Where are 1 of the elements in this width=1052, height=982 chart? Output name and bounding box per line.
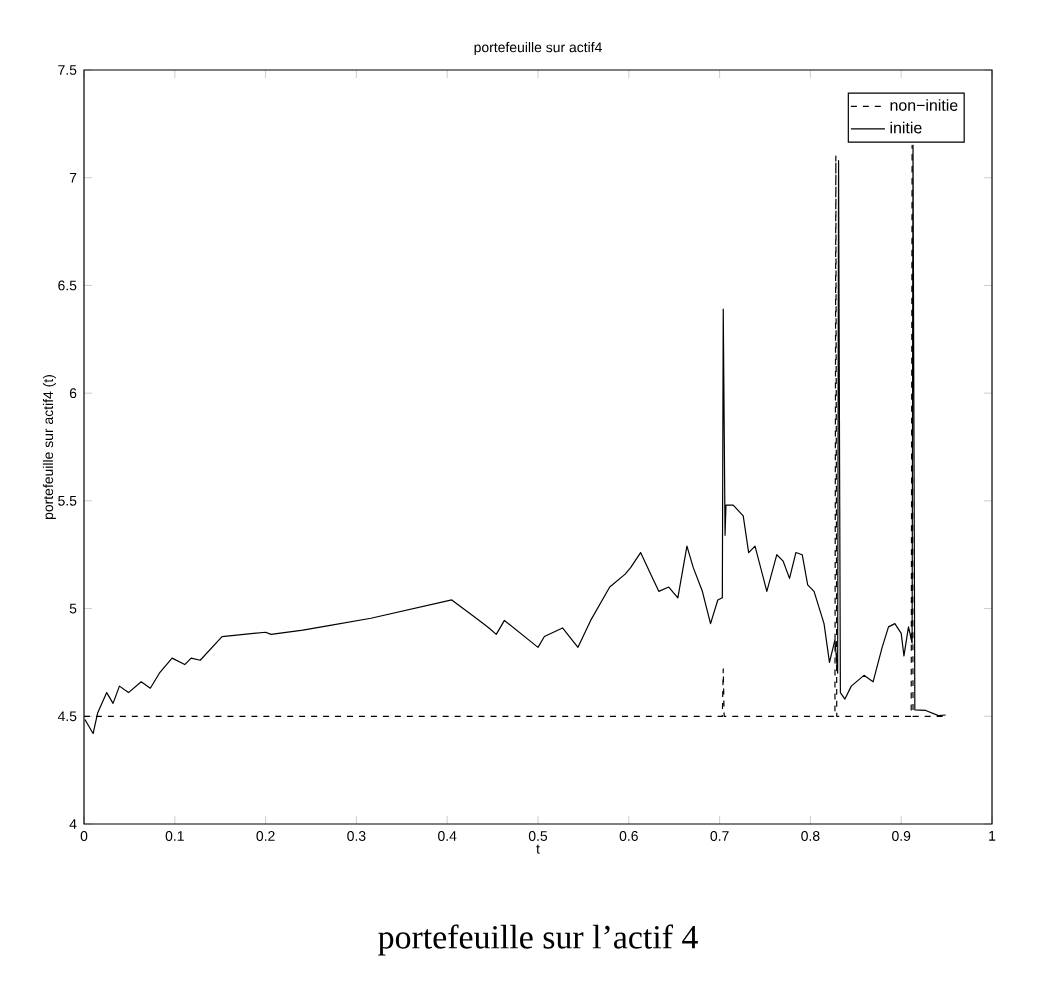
- text: portefeuille sur l’actif 4: [378, 924, 698, 956]
